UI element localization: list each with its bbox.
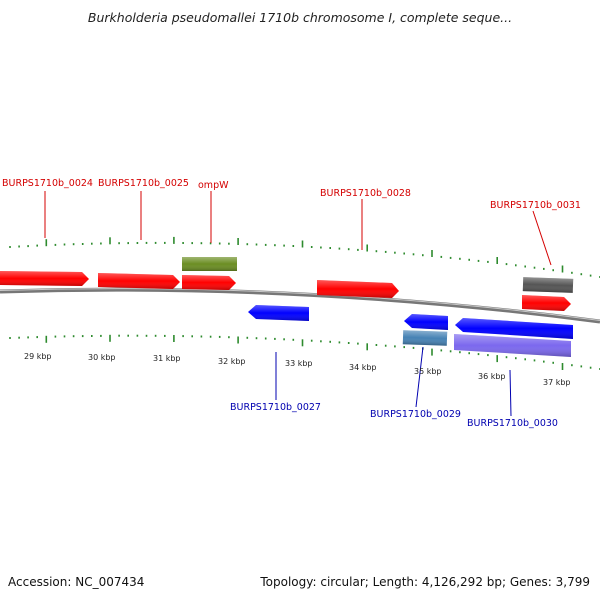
gene-shade	[522, 295, 571, 311]
gene-shade	[454, 334, 571, 357]
label-ompw[interactable]: ompW	[198, 180, 229, 191]
forward-gene-labels: BURPS1710b_0024 BURPS1710b_0025 ompW BUR…	[2, 178, 581, 266]
reverse-gene-labels: BURPS1710b_0027 BURPS1710b_0029 BURPS171…	[230, 346, 558, 429]
scale-label: 34 kbp	[349, 363, 377, 372]
topology-summary: Topology: circular; Length: 4,126,292 bp…	[260, 575, 590, 589]
gene-shade	[248, 305, 309, 321]
leader-line	[532, 210, 552, 266]
label-burps1710b-0024[interactable]: BURPS1710b_0024	[2, 178, 93, 189]
gene-shade	[317, 280, 399, 298]
gene-shade	[522, 277, 574, 293]
label-burps1710b-0027[interactable]: BURPS1710b_0027	[230, 402, 321, 413]
scale-label: 30 kbp	[88, 353, 116, 362]
chromosome-backbone	[0, 287, 600, 324]
upper-tick-track	[9, 236, 600, 278]
reverse-genes	[248, 305, 573, 357]
leader-line	[509, 369, 512, 417]
forward-genes	[0, 257, 574, 311]
scale-label: 37 kbp	[543, 378, 571, 387]
map-title: Burkholderia pseudomallei 1710b chromoso…	[87, 10, 513, 25]
gene-shade	[402, 330, 448, 346]
scale-label: 36 kbp	[478, 372, 506, 381]
scale-label: 33 kbp	[285, 359, 313, 368]
gene-shade	[182, 257, 237, 271]
gene-shade	[404, 314, 448, 330]
label-burps1710b-0028[interactable]: BURPS1710b_0028	[320, 188, 411, 199]
accession-text: Accession: NC_007434	[8, 575, 145, 589]
label-burps1710b-0030[interactable]: BURPS1710b_0030	[467, 418, 558, 429]
gene-shade	[98, 273, 180, 289]
label-burps1710b-0025[interactable]: BURPS1710b_0025	[98, 178, 189, 189]
chromosome-backbone-highlight	[0, 288, 600, 321]
scale-label: 31 kbp	[153, 354, 181, 363]
scale-label: 29 kbp	[24, 352, 52, 361]
gene-shade	[0, 271, 89, 286]
scale-label: 32 kbp	[218, 357, 246, 366]
label-burps1710b-0029[interactable]: BURPS1710b_0029	[370, 409, 461, 420]
gene-shade	[455, 318, 573, 339]
scale-label: 35 kbp	[414, 367, 442, 376]
lower-tick-track	[9, 334, 600, 370]
label-burps1710b-0031[interactable]: BURPS1710b_0031	[490, 200, 581, 211]
leader-line	[415, 346, 424, 408]
scale-labels: 29 kbp 30 kbp 31 kbp 32 kbp 33 kbp 34 kb…	[24, 352, 571, 387]
gene-shade	[182, 275, 236, 290]
